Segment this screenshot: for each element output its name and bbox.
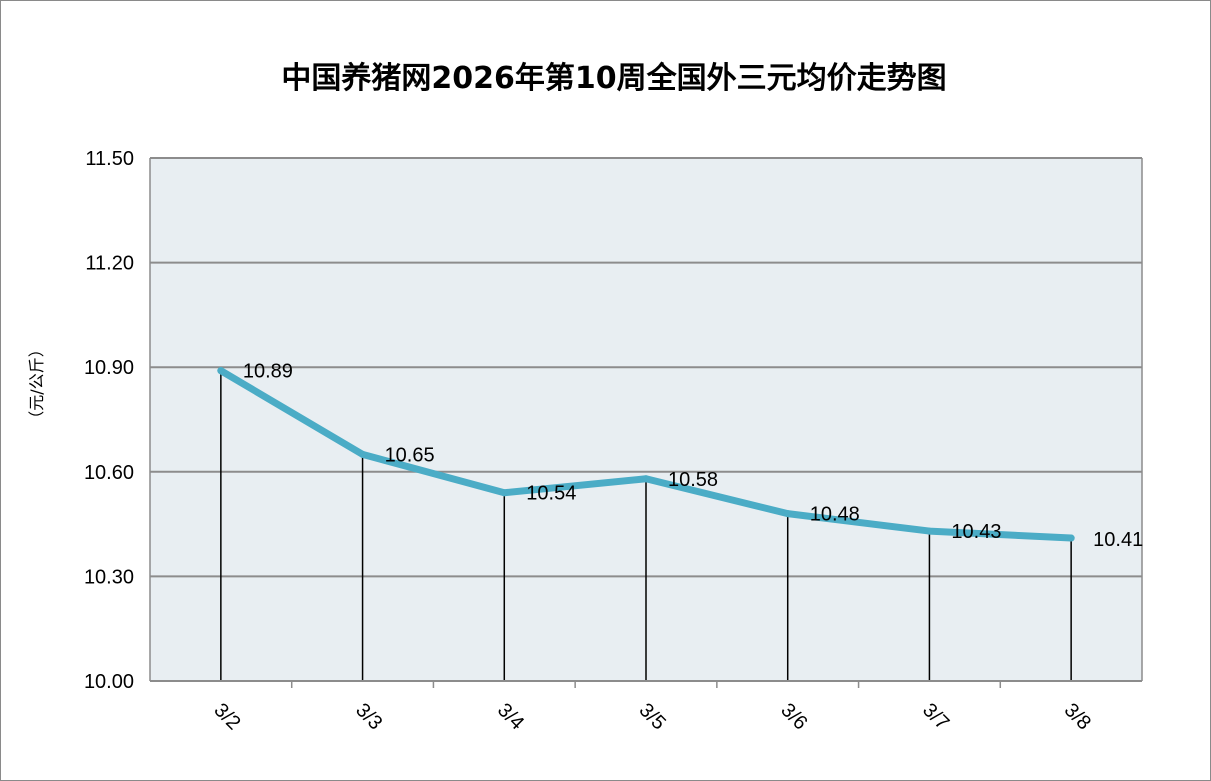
x-tick-label: 3/7 (918, 699, 953, 734)
series-layer (217, 367, 1075, 542)
y-tick-labels: 10.00 10.30 10.60 10.90 11.20 11.50 (84, 148, 134, 693)
x-tick-label: 3/4 (493, 699, 528, 734)
data-label: 10.43 (951, 521, 1001, 543)
x-tick-label: 3/3 (351, 699, 386, 734)
chart-title: 中国养猪网2026年第10周全国外三元均价走势图 (281, 61, 946, 96)
y-tick-label: 10.30 (84, 566, 134, 588)
x-tick-label: 3/2 (209, 699, 244, 734)
x-tick-labels: 3/2 3/3 3/4 3/5 3/6 3/7 3/8 (209, 699, 1095, 734)
x-tick-label: 3/5 (635, 699, 670, 734)
y-tick-label: 10.60 (84, 462, 134, 484)
x-tick-label: 3/8 (1060, 699, 1095, 734)
data-point (1067, 534, 1075, 542)
data-labels: 10.89 10.65 10.54 10.58 10.48 10.43 10.41 (243, 361, 1143, 551)
gridlines (150, 157, 1142, 578)
data-point (925, 527, 933, 535)
data-point (359, 450, 367, 458)
data-label: 10.41 (1093, 529, 1143, 551)
data-label: 10.65 (385, 444, 435, 466)
data-label: 10.58 (668, 469, 718, 491)
data-point (642, 475, 650, 483)
data-label: 10.89 (243, 361, 293, 383)
data-point (784, 510, 792, 518)
data-label: 10.48 (810, 504, 860, 526)
y-axis-label: （元/公斤） (27, 341, 46, 426)
data-point (217, 367, 225, 375)
drop-lines (220, 370, 1072, 681)
data-label: 10.54 (526, 483, 576, 505)
data-point (500, 489, 508, 497)
y-tick-label: 11.50 (85, 148, 134, 170)
axes (149, 158, 1143, 688)
y-tick-label: 10.90 (84, 357, 134, 379)
y-tick-label: 10.00 (84, 671, 134, 693)
y-tick-label: 11.20 (85, 253, 134, 275)
x-tick-label: 3/6 (776, 699, 811, 734)
